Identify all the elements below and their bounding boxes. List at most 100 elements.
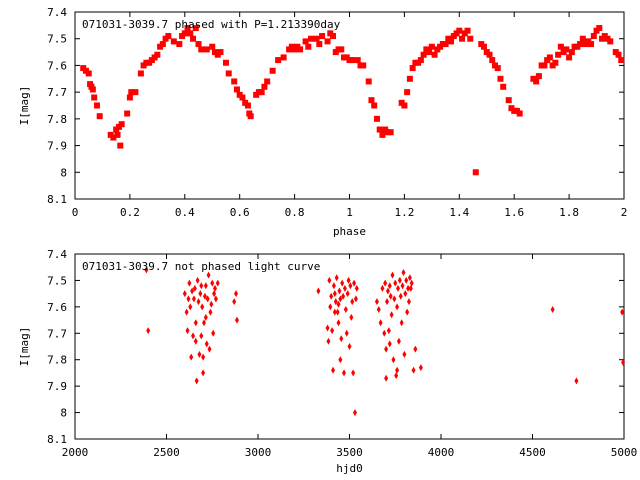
chart-2-data-point (190, 287, 195, 295)
chart-1-data-point (533, 78, 540, 85)
chart-1-data-point (209, 43, 216, 50)
chart-2-data-point (418, 364, 423, 372)
chart-2-data-point (199, 282, 204, 290)
chart-1-data-point (280, 54, 287, 61)
chart-1-data-point (275, 57, 282, 64)
chart-2-data-point (346, 276, 351, 284)
chart-2-data-point (337, 287, 342, 295)
chart-1-x-tick-label: 0 (72, 206, 79, 219)
chart-1-data-point (365, 78, 372, 85)
chart-1-data-point (497, 75, 504, 82)
chart-2-data-point (195, 276, 200, 284)
chart-2-x-tick-label: 5000 (611, 446, 638, 459)
chart-1-y-tick-label: 8.1 (47, 193, 67, 206)
chart-1-data-point (566, 54, 573, 61)
chart-1-y-tick-label: 7.6 (47, 59, 67, 72)
chart-2-data-point (333, 298, 338, 306)
chart-1-data-point (170, 38, 177, 45)
chart-1-data-point (225, 70, 232, 77)
chart-2-data-point (406, 284, 411, 292)
chart-1-data-point (563, 46, 570, 53)
chart-2-data-point (234, 316, 239, 324)
chart-2-data-point (353, 295, 358, 303)
chart-1-data-point (258, 89, 265, 96)
chart-2-data-point (331, 366, 336, 374)
chart-1-data-point (96, 113, 103, 120)
chart-2-y-tick-label: 7.5 (47, 274, 67, 287)
chart-2-data-point (391, 356, 396, 364)
chart-1-data-point (417, 57, 424, 64)
chart-2-data-point (339, 335, 344, 343)
chart-1-data-point (124, 110, 131, 117)
chart-1-data-point (546, 54, 553, 61)
chart-1-data-point (552, 59, 559, 66)
chart-2-data-point (334, 274, 339, 282)
chart-2-data-point (387, 282, 392, 290)
chart-1-data-point (472, 169, 479, 176)
chart-1-data-point (505, 97, 512, 104)
chart-1-y-tick-label: 7.5 (47, 33, 67, 46)
chart-2-x-tick-label: 2000 (62, 446, 89, 459)
chart-1-data-point (428, 43, 435, 50)
chart-1-data-point (535, 73, 542, 80)
chart-2-data-point (574, 377, 579, 385)
chart-2-data-point (389, 311, 394, 319)
chart-2-y-tick-label: 7.7 (47, 327, 67, 340)
chart-1-data-point (89, 86, 96, 93)
chart-1-data-point (247, 113, 254, 120)
chart-1-plot-frame (74, 11, 625, 200)
chart-2-data-point (342, 284, 347, 292)
chart-1-data-point (233, 86, 240, 93)
chart-1-x-tick-label: 2 (621, 206, 628, 219)
chart-2-data-point (401, 269, 406, 276)
chart-2-data-point (405, 308, 410, 316)
chart-2-data-point (199, 332, 204, 340)
chart-1-data-point (541, 62, 548, 69)
chart-1-data-point (192, 25, 199, 32)
chart-2-data-point (202, 292, 207, 300)
chart-2-data-point (212, 284, 217, 292)
chart-2-data-point (209, 300, 214, 308)
chart-1-data-point (404, 89, 411, 96)
chart-1-data-point (264, 78, 271, 85)
chart-2-data-point (215, 279, 220, 287)
chart-1-data-point (222, 59, 229, 66)
chart-1-data-point (459, 35, 466, 42)
chart-2-data-point (394, 372, 399, 380)
chart-2-data-point (550, 306, 555, 313)
chart-2-data-point (201, 369, 206, 377)
chart-2-data-point (191, 295, 196, 303)
chart-2-data-point (327, 276, 332, 284)
chart-2-data-point (385, 298, 390, 306)
chart-2-data-point (352, 409, 357, 417)
chart-2-data-point (411, 366, 416, 374)
chart-2-data-point (338, 295, 343, 303)
chart-2-data-point (197, 350, 202, 358)
chart-2-data-point (332, 308, 337, 316)
chart-2-data-point (335, 308, 340, 316)
chart-1-data-point (557, 43, 564, 50)
chart-1-data-point (379, 131, 386, 138)
chart-2-data-point (408, 284, 413, 292)
chart-1-data-point (373, 115, 380, 122)
chart-2-data-point (201, 353, 206, 361)
chart-1-data-point (181, 30, 188, 37)
chart-2-data-point (351, 369, 356, 377)
chart-2-data-point (193, 337, 198, 345)
chart-2-data-point (390, 271, 395, 279)
chart-2-data-point (316, 287, 321, 295)
chart-2-data-point (348, 282, 353, 290)
chart-2-data-point (204, 340, 209, 348)
chart-2-data-point (326, 337, 331, 345)
chart-1-data-point (406, 75, 413, 82)
chart-2-data-point (345, 290, 350, 298)
chart-1-data-point (154, 51, 161, 58)
chart-2-data-point (187, 279, 192, 287)
chart-2-x-tick-label: 3000 (245, 446, 272, 459)
chart-2-data-point (182, 290, 187, 298)
chart-2-data-point (395, 303, 400, 311)
chart-2-data-point (202, 319, 207, 327)
chart-1-y-tick-label: 7.4 (47, 6, 67, 19)
chart-1-x-tick-label: 0.2 (120, 206, 140, 219)
